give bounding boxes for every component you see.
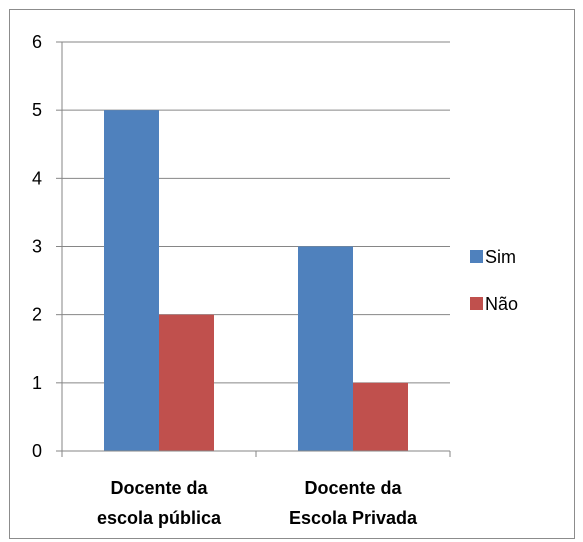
x-category-label: Docente da [110, 478, 208, 498]
bars [104, 110, 408, 452]
x-category-label: Escola Privada [289, 508, 418, 528]
y-tick-label: 5 [32, 100, 42, 120]
bar-sim-1 [104, 110, 159, 452]
y-tick-label: 4 [32, 168, 42, 188]
legend-swatch [470, 297, 483, 310]
y-tick-label: 3 [32, 237, 42, 257]
legend-swatch [470, 250, 483, 263]
legend-label: Não [485, 294, 518, 314]
y-tick-label: 1 [32, 373, 42, 393]
x-category-label: Docente da [304, 478, 402, 498]
bar-nao-1 [159, 314, 214, 451]
bar-sim-2 [298, 246, 353, 451]
bar-nao-2 [353, 382, 408, 451]
legend-label: Sim [485, 247, 516, 267]
y-tick-label: 0 [32, 441, 42, 461]
y-tick-label: 2 [32, 305, 42, 325]
labels: 0 1 2 3 4 5 6 Docente da escola pública Docente d… [32, 32, 418, 528]
legend: Sim Não [470, 247, 518, 314]
axes [56, 41, 451, 457]
x-category-label: escola pública [97, 508, 222, 528]
y-tick-label: 6 [32, 32, 42, 52]
